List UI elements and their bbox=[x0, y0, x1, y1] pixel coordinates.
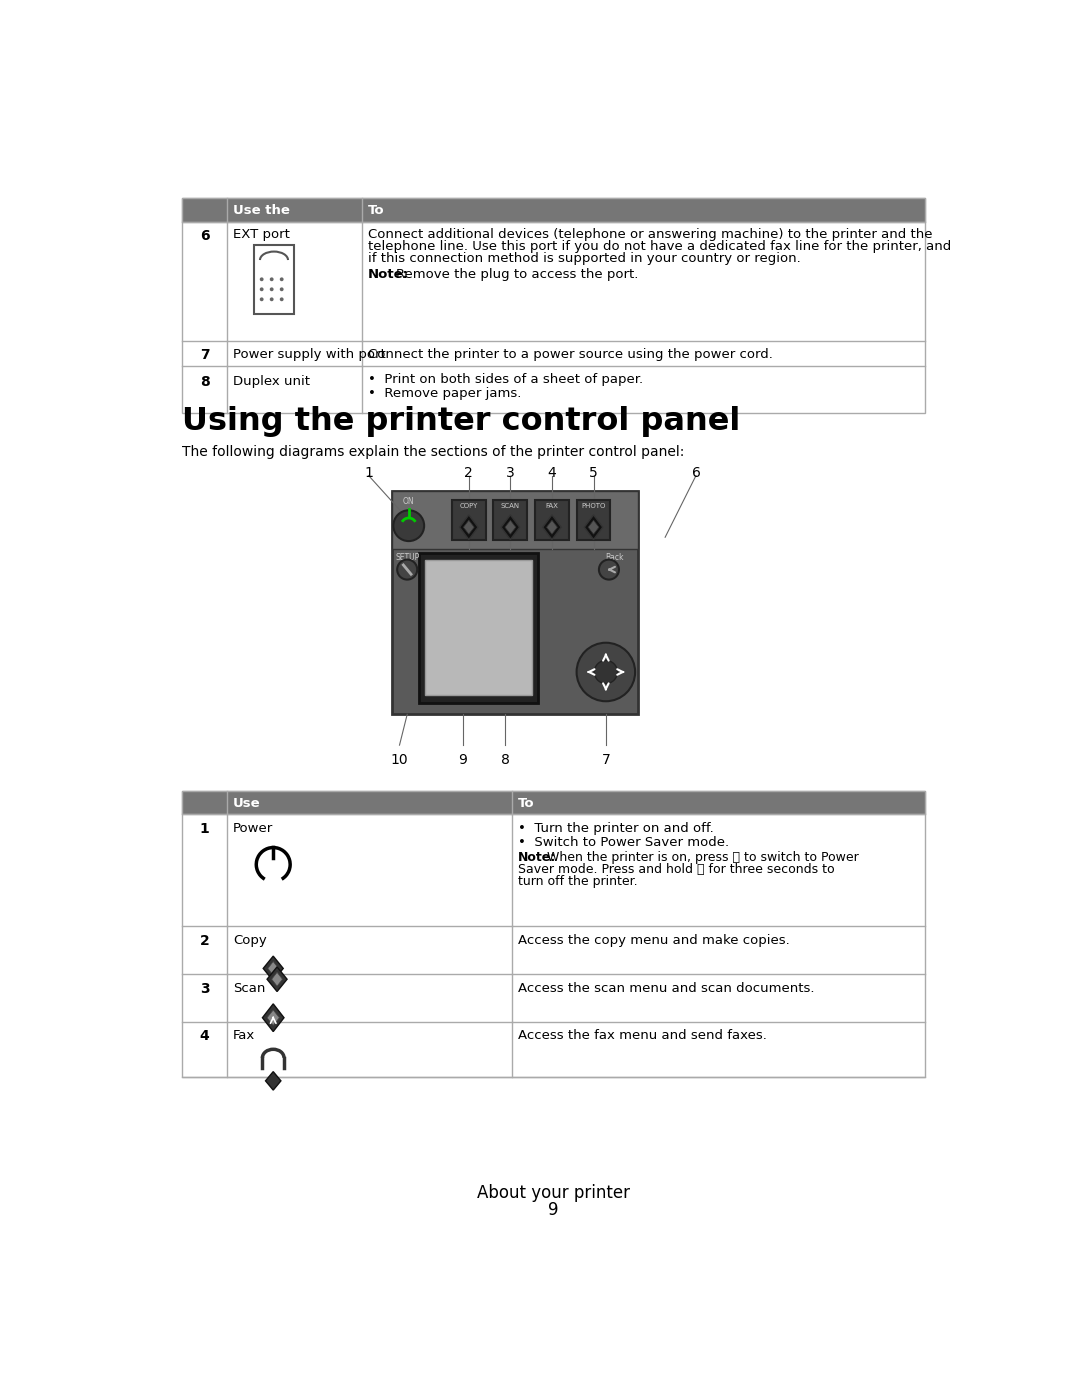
Text: 6: 6 bbox=[200, 229, 210, 243]
Text: Saver mode. Press and hold ⏻ for three seconds to: Saver mode. Press and hold ⏻ for three s… bbox=[518, 863, 835, 876]
Text: Duplex unit: Duplex unit bbox=[233, 374, 310, 388]
Bar bbox=[392, 490, 638, 714]
Polygon shape bbox=[267, 1010, 280, 1025]
Bar bbox=[183, 198, 924, 222]
Polygon shape bbox=[584, 515, 603, 539]
Text: EXT port: EXT port bbox=[233, 228, 291, 240]
Text: Connect the printer to a power source using the power cord.: Connect the printer to a power source us… bbox=[368, 348, 773, 360]
Polygon shape bbox=[463, 520, 474, 534]
Polygon shape bbox=[262, 1004, 284, 1031]
Text: 8: 8 bbox=[501, 753, 510, 767]
Bar bbox=[392, 490, 638, 549]
Text: Remove the plug to access the port.: Remove the plug to access the port. bbox=[395, 268, 638, 281]
Text: Connect additional devices (telephone or answering machine) to the printer and t: Connect additional devices (telephone or… bbox=[368, 228, 932, 240]
Text: 4: 4 bbox=[200, 1030, 210, 1044]
Circle shape bbox=[393, 510, 424, 541]
Text: 3: 3 bbox=[200, 982, 210, 996]
Text: Power: Power bbox=[233, 823, 273, 835]
Polygon shape bbox=[546, 520, 557, 534]
Text: 9: 9 bbox=[549, 1201, 558, 1220]
Text: The following diagrams explain the sections of the printer control panel:: The following diagrams explain the secti… bbox=[183, 444, 685, 458]
Text: SETUP: SETUP bbox=[395, 553, 420, 562]
Circle shape bbox=[270, 288, 273, 291]
Text: 7: 7 bbox=[602, 753, 610, 767]
Bar bbox=[254, 244, 294, 314]
Text: COPY: COPY bbox=[460, 503, 478, 510]
Circle shape bbox=[260, 298, 264, 302]
Text: Power supply with port: Power supply with port bbox=[233, 348, 386, 360]
Text: Use the: Use the bbox=[233, 204, 291, 217]
Bar bbox=[183, 198, 924, 414]
Text: Use: Use bbox=[233, 796, 260, 810]
Text: Fax: Fax bbox=[233, 1030, 256, 1042]
Text: 2: 2 bbox=[200, 933, 210, 947]
Text: 4: 4 bbox=[548, 467, 556, 481]
Text: Note:: Note: bbox=[518, 851, 556, 865]
Text: 8: 8 bbox=[200, 374, 210, 388]
Text: Access the copy menu and make copies.: Access the copy menu and make copies. bbox=[518, 933, 789, 947]
Bar bbox=[577, 500, 610, 541]
Text: To: To bbox=[518, 796, 535, 810]
Text: •  Switch to Power Saver mode.: • Switch to Power Saver mode. bbox=[518, 835, 729, 849]
Text: Copy: Copy bbox=[233, 933, 267, 947]
Text: Back: Back bbox=[605, 553, 623, 562]
Bar bbox=[451, 500, 486, 541]
Text: 6: 6 bbox=[691, 467, 701, 481]
Text: 5: 5 bbox=[590, 467, 598, 481]
Text: When the printer is on, press ⏻ to switch to Power: When the printer is on, press ⏻ to switc… bbox=[546, 851, 859, 865]
Circle shape bbox=[280, 288, 284, 291]
Circle shape bbox=[270, 298, 273, 302]
Circle shape bbox=[599, 560, 619, 580]
Polygon shape bbox=[272, 972, 283, 986]
Text: •  Remove paper jams.: • Remove paper jams. bbox=[368, 387, 522, 400]
Polygon shape bbox=[589, 520, 599, 534]
Bar bbox=[419, 553, 538, 703]
Polygon shape bbox=[267, 967, 287, 992]
Text: •  Turn the printer on and off.: • Turn the printer on and off. bbox=[518, 823, 714, 835]
Polygon shape bbox=[460, 515, 478, 539]
Text: Access the fax menu and send faxes.: Access the fax menu and send faxes. bbox=[518, 1030, 767, 1042]
Polygon shape bbox=[268, 961, 279, 975]
Text: To: To bbox=[368, 204, 384, 217]
Circle shape bbox=[397, 560, 417, 580]
Text: 3: 3 bbox=[507, 467, 515, 481]
Circle shape bbox=[577, 643, 635, 701]
Text: Using the printer control panel: Using the printer control panel bbox=[183, 407, 741, 437]
Text: SCAN: SCAN bbox=[501, 503, 519, 510]
Circle shape bbox=[280, 298, 284, 302]
Text: FAX: FAX bbox=[545, 503, 558, 510]
Text: 2: 2 bbox=[464, 467, 473, 481]
Text: About your printer: About your printer bbox=[477, 1185, 630, 1201]
Text: telephone line. Use this port if you do not have a dedicated fax line for the pr: telephone line. Use this port if you do … bbox=[368, 240, 951, 253]
Text: 10: 10 bbox=[391, 753, 408, 767]
Bar bbox=[183, 791, 924, 814]
Bar bbox=[535, 500, 569, 541]
Polygon shape bbox=[264, 956, 283, 981]
Text: Scan: Scan bbox=[233, 982, 266, 995]
Circle shape bbox=[280, 278, 284, 281]
Text: 9: 9 bbox=[459, 753, 468, 767]
Bar bbox=[424, 560, 532, 696]
Circle shape bbox=[270, 278, 273, 281]
Bar bbox=[494, 500, 527, 541]
Text: Access the scan menu and scan documents.: Access the scan menu and scan documents. bbox=[518, 982, 814, 995]
Circle shape bbox=[594, 661, 618, 683]
Text: turn off the printer.: turn off the printer. bbox=[518, 875, 637, 887]
Text: 1: 1 bbox=[364, 467, 373, 481]
Text: ON: ON bbox=[403, 497, 415, 506]
Polygon shape bbox=[543, 515, 562, 539]
Text: OK: OK bbox=[598, 668, 613, 676]
Circle shape bbox=[260, 288, 264, 291]
Text: 7: 7 bbox=[200, 348, 210, 362]
Polygon shape bbox=[501, 515, 519, 539]
Text: •  Print on both sides of a sheet of paper.: • Print on both sides of a sheet of pape… bbox=[368, 373, 643, 386]
Polygon shape bbox=[266, 1071, 281, 1090]
Bar bbox=[183, 791, 924, 1077]
Text: 1: 1 bbox=[200, 823, 210, 837]
Polygon shape bbox=[505, 520, 516, 534]
Text: if this connection method is supported in your country or region.: if this connection method is supported i… bbox=[368, 253, 800, 265]
Circle shape bbox=[260, 278, 264, 281]
Text: PHOTO: PHOTO bbox=[581, 503, 606, 510]
Text: Note:: Note: bbox=[368, 268, 409, 281]
